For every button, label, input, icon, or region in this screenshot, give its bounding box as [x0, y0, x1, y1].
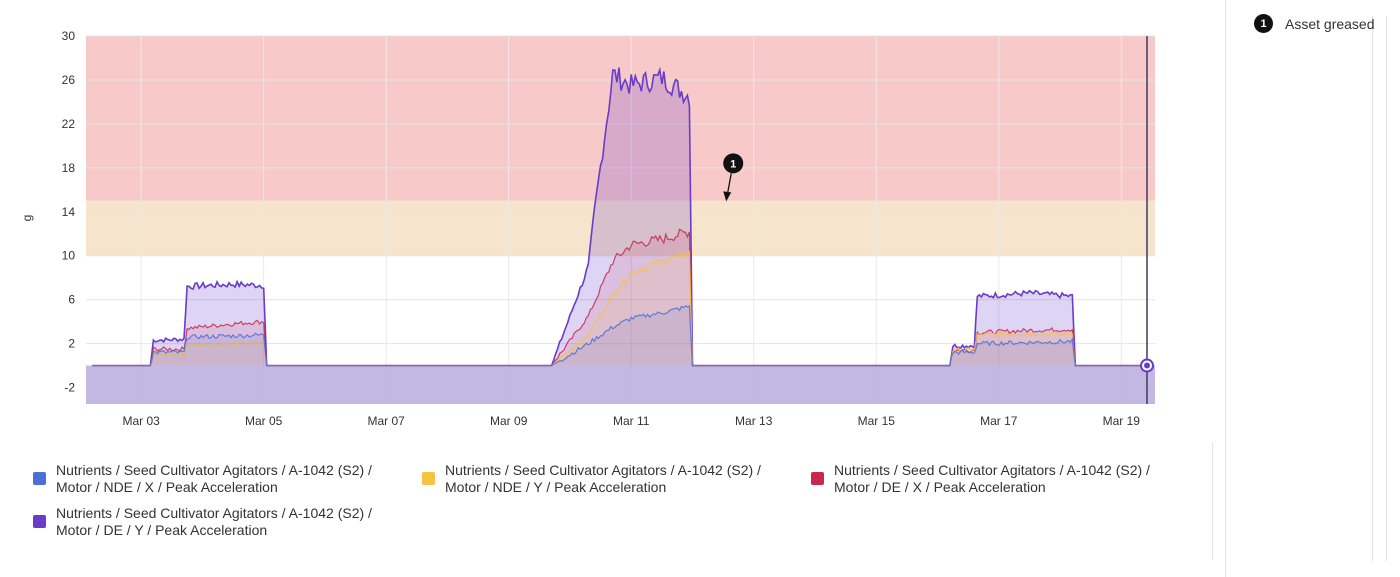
y-axis: 30 26 22 18 14 10 6 2 -2	[62, 29, 76, 395]
legend-item[interactable]: Nutrients / Seed Cultivator Agitators / …	[33, 505, 408, 539]
y-axis-title: g	[20, 215, 34, 222]
x-tick-label: Mar 17	[980, 414, 1018, 428]
legend-item[interactable]: Nutrients / Seed Cultivator Agitators / …	[811, 462, 1186, 496]
x-tick-label: Mar 15	[858, 414, 896, 428]
legend-swatch	[33, 472, 46, 485]
legend-swatch	[422, 472, 435, 485]
legend-swatch	[811, 472, 824, 485]
series-area	[92, 229, 1146, 366]
y-tick-label: 2	[68, 337, 75, 351]
x-tick-label: Mar 13	[735, 414, 773, 428]
legend-label: Nutrients / Seed Cultivator Agitators / …	[834, 462, 1150, 495]
annotation-arrowhead	[723, 191, 732, 202]
legend-swatch	[33, 515, 46, 528]
x-tick-label: Mar 07	[367, 414, 405, 428]
scrollbar[interactable]	[1372, 16, 1387, 561]
cursor-line[interactable]	[1140, 36, 1154, 404]
series-line	[92, 304, 1146, 367]
y-tick-label: 22	[62, 117, 76, 131]
annotation-badge	[723, 153, 744, 174]
x-tick-label: Mar 19	[1103, 414, 1141, 428]
x-axis: Mar 03 Mar 05 Mar 07 Mar 09 Mar 11 Mar 13 Mar …	[122, 414, 1140, 428]
x-tick-label: Mar 05	[245, 414, 283, 428]
panel-divider	[1225, 0, 1226, 577]
legend-label: Nutrients / Seed Cultivator Agitators / …	[445, 462, 761, 495]
cursor-handle-dot	[1144, 362, 1150, 369]
y-tick-label: 18	[62, 161, 76, 175]
annotation-badge-number: 1	[730, 158, 736, 170]
y-tick-label: 10	[62, 249, 76, 263]
series-area	[92, 250, 1146, 366]
legend-item[interactable]: Nutrients / Seed Cultivator Agitators / …	[33, 462, 408, 496]
threshold-band	[86, 36, 1155, 201]
annotation-marker[interactable]: 1	[723, 153, 744, 202]
legend-item[interactable]: Nutrients / Seed Cultivator Agitators / …	[422, 462, 797, 496]
annotation-arrow	[726, 173, 732, 196]
y-tick-label: 30	[62, 29, 76, 43]
baseline-fill	[86, 365, 1155, 404]
x-tick-label: Mar 09	[490, 414, 528, 428]
series-area	[92, 305, 1146, 366]
y-tick-label: 6	[68, 293, 75, 307]
annotation-list-item[interactable]: 1 Asset greased	[1254, 14, 1375, 33]
annotation-label: Asset greased	[1285, 15, 1375, 32]
threshold-bands	[86, 36, 1155, 256]
legend-divider	[1212, 442, 1213, 560]
x-tick-label: Mar 11	[613, 414, 650, 428]
x-tick-label: Mar 03	[122, 414, 160, 428]
legend-label: Nutrients / Seed Cultivator Agitators / …	[56, 462, 372, 495]
legend-label: Nutrients / Seed Cultivator Agitators / …	[56, 505, 372, 538]
y-tick-label: 14	[62, 205, 76, 219]
threshold-band	[86, 200, 1155, 256]
annotation-badge: 1	[1254, 14, 1273, 33]
series-area	[92, 67, 1146, 366]
y-tick-label: 26	[62, 73, 76, 87]
series-layer	[86, 66, 1155, 404]
y-tick-label: -2	[64, 381, 75, 395]
